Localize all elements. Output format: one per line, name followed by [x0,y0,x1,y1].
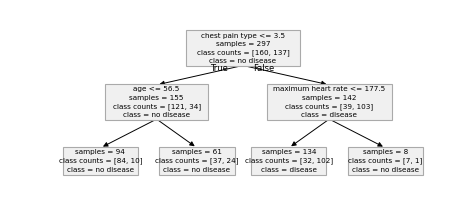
FancyBboxPatch shape [159,147,235,175]
FancyBboxPatch shape [348,147,423,175]
Text: chest pain type <= 3.5
samples = 297
class counts = [160, 137]
class = no diseas: chest pain type <= 3.5 samples = 297 cla… [197,33,289,64]
Text: False: False [253,64,274,74]
Text: samples = 61
class counts = [37, 24]
class = no disease: samples = 61 class counts = [37, 24] cla… [155,149,239,173]
Text: samples = 8
class counts = [7, 1]
class = no disease: samples = 8 class counts = [7, 1] class … [348,149,423,173]
FancyBboxPatch shape [251,147,327,175]
Text: samples = 134
class counts = [32, 102]
class = disease: samples = 134 class counts = [32, 102] c… [245,149,333,173]
Text: age <= 56.5
samples = 155
class counts = [121, 34]
class = no disease: age <= 56.5 samples = 155 class counts =… [112,86,201,118]
FancyBboxPatch shape [63,147,138,175]
Text: samples = 94
class counts = [84, 10]
class = no disease: samples = 94 class counts = [84, 10] cla… [59,149,142,173]
Text: maximum heart rate <= 177.5
samples = 142
class counts = [39, 103]
class = disea: maximum heart rate <= 177.5 samples = 14… [273,86,385,118]
FancyBboxPatch shape [186,31,300,66]
Text: True: True [210,64,228,74]
FancyBboxPatch shape [105,84,208,120]
FancyBboxPatch shape [267,84,392,120]
